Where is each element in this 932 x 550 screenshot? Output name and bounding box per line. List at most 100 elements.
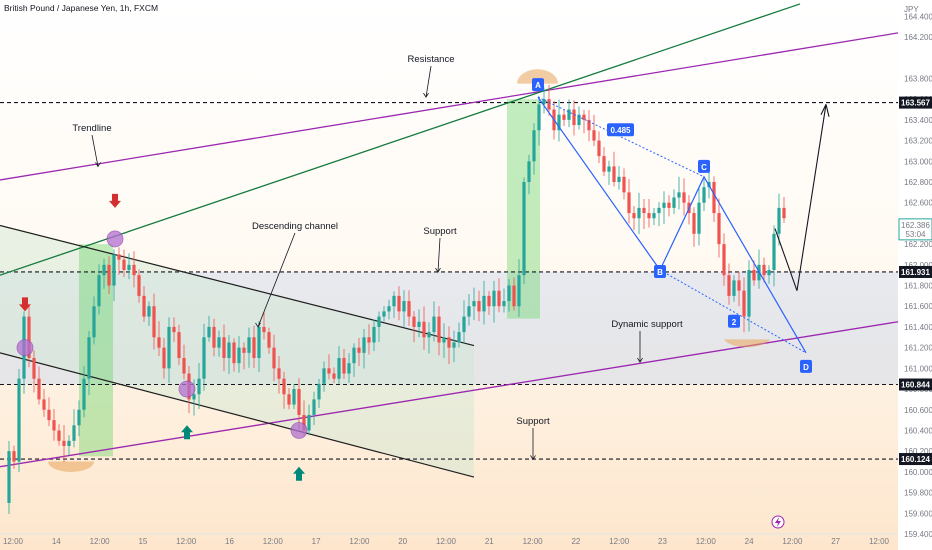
breakout-box-left xyxy=(79,244,113,457)
level-price-tag-2: 160.844 xyxy=(899,378,932,391)
candle-body xyxy=(702,187,706,203)
y-tick-label: 161.800 xyxy=(904,282,932,291)
candle-body xyxy=(247,337,251,353)
x-tick-label: 15 xyxy=(138,537,147,546)
candle-body xyxy=(62,440,66,446)
candle-body xyxy=(192,394,196,400)
candle-body xyxy=(312,399,316,415)
wave-label-2-text: 2 xyxy=(732,318,737,327)
support-bounce-arc-left xyxy=(48,461,94,472)
candle-body xyxy=(762,264,766,276)
pattern-point-d-text: D xyxy=(803,363,809,372)
candle-body xyxy=(547,99,551,110)
candle-body xyxy=(327,368,331,374)
harmonic-pattern-legs[interactable] xyxy=(537,96,807,354)
level-price-tag-2-text: 160.844 xyxy=(901,381,930,390)
candle-body xyxy=(217,337,221,348)
candle-body xyxy=(507,285,511,302)
wave-label-2[interactable]: 2 xyxy=(728,314,740,328)
candle-body xyxy=(612,166,616,182)
pattern-point-d-box xyxy=(800,359,812,373)
y-tick-label: 160.000 xyxy=(904,468,932,477)
candle-body xyxy=(742,290,746,317)
candle-body xyxy=(542,99,546,105)
y-tick-label: 164.200 xyxy=(904,33,932,42)
y-tick-label: 159.800 xyxy=(904,489,932,498)
candle-body xyxy=(677,192,681,198)
candle-body xyxy=(147,306,151,317)
x-tick-label: 27 xyxy=(831,537,840,546)
candle-body xyxy=(577,114,581,126)
channel-upper-line[interactable] xyxy=(0,224,475,347)
candle-body xyxy=(267,332,271,348)
candle-body xyxy=(657,207,661,214)
pattern-point-a-box xyxy=(532,78,544,92)
candle-body xyxy=(372,326,376,343)
candle-body xyxy=(157,337,161,348)
pattern-point-a[interactable]: A xyxy=(532,78,544,92)
candle-body xyxy=(477,301,481,312)
candle-body xyxy=(227,342,231,358)
x-tick-label: 14 xyxy=(52,537,61,546)
candle-body xyxy=(402,301,406,312)
candle-body xyxy=(297,389,301,415)
trendline-green[interactable] xyxy=(0,3,801,276)
current-price-box xyxy=(898,218,932,241)
candle-body xyxy=(737,280,741,291)
pattern-point-c[interactable]: C xyxy=(698,159,710,173)
y-tick-label: 162.600 xyxy=(904,199,932,208)
channel-lower-line[interactable] xyxy=(0,352,475,478)
touch-marker-circle-1 xyxy=(106,230,124,248)
dynamic-support-arc xyxy=(724,339,770,348)
candle-body xyxy=(662,202,666,208)
pattern-point-b-text: B xyxy=(657,268,663,277)
candle-body xyxy=(407,301,411,317)
pattern-point-b[interactable]: B xyxy=(654,265,666,278)
candle-body xyxy=(72,425,76,441)
touch-marker-circle-0 xyxy=(16,339,34,357)
y-tick-label: 162.800 xyxy=(904,178,932,187)
y-tick-label: 163.800 xyxy=(904,74,932,83)
pattern-point-c-box xyxy=(698,159,710,173)
x-tick-label: 12:00 xyxy=(523,537,544,546)
candle-body xyxy=(427,332,431,338)
annotation-arrow-icon xyxy=(255,322,261,328)
candle-body xyxy=(202,337,206,379)
arrow-down-icon xyxy=(109,193,121,208)
candle-body xyxy=(772,233,776,270)
candle-body xyxy=(567,109,571,120)
candle-body xyxy=(137,275,141,296)
candle-body xyxy=(392,295,396,307)
level-price-tag-3-text: 160.124 xyxy=(901,455,930,464)
level-price-tag-0-text: 163.567 xyxy=(901,99,930,108)
candle-body xyxy=(32,358,36,379)
y-tick-label: 162.000 xyxy=(904,261,932,270)
lightning-icon[interactable] xyxy=(771,515,785,529)
x-tick-label: 16 xyxy=(225,537,234,546)
trendline-resistance-purple[interactable] xyxy=(0,32,899,181)
candle-body xyxy=(432,316,436,333)
candle-body xyxy=(332,373,336,379)
annotation-label-5: Support xyxy=(516,416,550,427)
candle-body xyxy=(207,326,211,338)
candle-body xyxy=(532,130,536,162)
pattern-point-d[interactable]: D xyxy=(800,359,812,373)
y-tick-label: 163.200 xyxy=(904,137,932,146)
x-tick-label: 12:00 xyxy=(869,537,890,546)
x-tick-label: 12:00 xyxy=(176,537,197,546)
y-tick-label: 161.400 xyxy=(904,323,932,332)
candle-body xyxy=(457,332,461,343)
retracement-badge[interactable]: 0.485 xyxy=(607,123,634,137)
candle-body xyxy=(52,420,56,431)
candle-body xyxy=(637,207,641,219)
candle-body xyxy=(367,337,371,343)
candle-body xyxy=(397,295,401,312)
candle-body xyxy=(317,383,321,400)
y-tick-label: 160.600 xyxy=(904,406,932,415)
annotation-label-3: Support xyxy=(423,226,457,237)
candle-body xyxy=(82,378,86,410)
candle-body xyxy=(112,254,116,286)
pattern-point-b-box xyxy=(654,265,666,278)
